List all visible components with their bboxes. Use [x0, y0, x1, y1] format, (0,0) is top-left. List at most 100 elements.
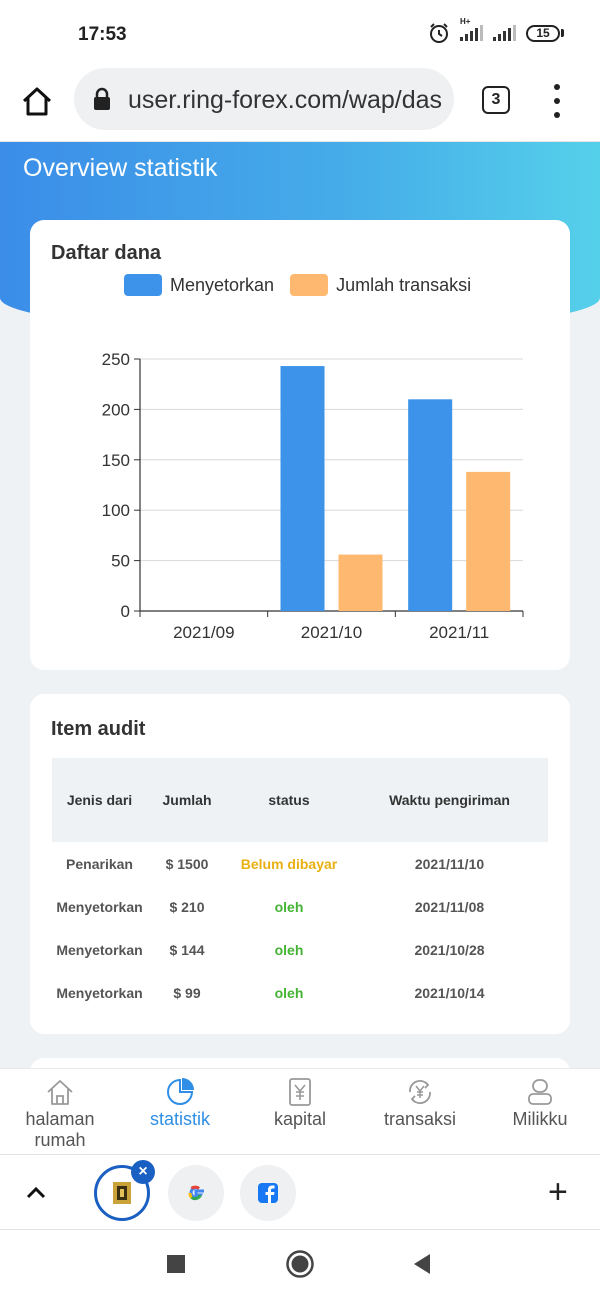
cell-status: oleh	[274, 941, 304, 958]
cell-type: Menyetorkan	[56, 941, 143, 958]
tab-ring-forex[interactable]: ×	[94, 1160, 155, 1221]
table-row[interactable]: Menyetorkan $ 99 oleh 2021/10/14	[52, 971, 548, 1014]
browser-tab-strip: × +	[0, 1154, 600, 1230]
cell-status: Belum dibayar	[240, 855, 338, 872]
y-tick-label: 0	[121, 602, 130, 621]
page-title: Overview statistik	[23, 154, 218, 182]
recents-icon[interactable]	[166, 1254, 186, 1274]
cell-type: Penarikan	[66, 855, 133, 872]
tab-facebook[interactable]	[240, 1165, 296, 1221]
legend-label-transactions: Jumlah transaksi	[336, 274, 472, 295]
bottom-navigation: halaman rumah statistik kapital transaks…	[0, 1068, 600, 1154]
bar-deposit	[408, 399, 453, 611]
alarm-icon	[430, 23, 448, 43]
system-navigation-bar	[0, 1230, 600, 1300]
header-type: Jenis dari	[66, 792, 133, 808]
cell-amount: $ 210	[169, 898, 205, 915]
fund-chart-card: Daftar dana Menyetorkan Jumlah transaksi…	[30, 220, 570, 670]
cell-status: oleh	[274, 898, 304, 915]
legend-label-deposit: Menyetorkan	[170, 274, 275, 295]
signal-icon	[493, 25, 516, 41]
legend-item-deposit[interactable]: Menyetorkan	[124, 274, 274, 296]
cell-amount: $ 99	[173, 984, 201, 1001]
bar-deposit	[280, 366, 325, 611]
browser-toolbar: user.ring-forex.com/wap/das 3	[0, 66, 600, 142]
y-tick-label: 200	[102, 400, 130, 419]
bar-transactions	[466, 471, 511, 611]
battery-icon: 15	[526, 24, 564, 42]
status-icons: H+ 15	[428, 17, 564, 44]
legend-swatch-deposit	[124, 274, 162, 296]
x-tick-label: 2021/10	[301, 623, 362, 642]
status-bar: 17:53 H+ 15	[0, 0, 600, 66]
header-amount: Jumlah	[162, 792, 212, 808]
cell-date: 2021/11/08	[414, 898, 485, 915]
nav-item-home[interactable]: halaman rumah	[10, 1069, 110, 1155]
nav-label-transactions: transaksi	[383, 1109, 457, 1129]
cell-date: 2021/10/28	[414, 941, 485, 958]
y-tick-label: 100	[102, 501, 130, 520]
tab-count: 3	[491, 91, 501, 108]
audit-card: Item audit Jenis dari Jumlah status Wakt…	[30, 694, 570, 1034]
google-g-icon	[188, 1185, 204, 1201]
cell-type: Menyetorkan	[56, 984, 143, 1001]
cell-date: 2021/10/14	[414, 984, 485, 1001]
battery-level: 15	[536, 26, 550, 40]
bar-transactions	[338, 554, 383, 611]
cell-amount: $ 1500	[165, 855, 209, 872]
x-tick-label: 2021/09	[173, 623, 234, 642]
chevron-up-icon[interactable]	[24, 1181, 48, 1205]
cell-status: oleh	[274, 984, 304, 1001]
more-menu-icon[interactable]	[549, 84, 565, 118]
home-outline-icon	[47, 1080, 73, 1105]
status-time: 17:53	[78, 24, 127, 45]
back-icon[interactable]	[412, 1253, 432, 1275]
nav-item-capital[interactable]: kapital	[250, 1069, 350, 1155]
yen-exchange-icon	[409, 1080, 431, 1104]
close-tab-icon[interactable]: ×	[131, 1160, 155, 1184]
x-tick-label: 2021/11	[429, 623, 489, 642]
table-row[interactable]: Menyetorkan $ 144 oleh 2021/10/28	[52, 928, 548, 971]
address-bar[interactable]: user.ring-forex.com/wap/das	[74, 68, 454, 130]
nav-label-home: halaman rumah	[25, 1109, 95, 1150]
tab-switcher-button[interactable]: 3	[482, 86, 510, 114]
cell-type: Menyetorkan	[56, 898, 143, 915]
nav-label-mine: Milikku	[512, 1109, 568, 1129]
nav-label-capital: kapital	[273, 1109, 327, 1129]
fund-card-title: Daftar dana	[51, 242, 162, 264]
facebook-f-icon	[258, 1183, 278, 1203]
tab-google[interactable]	[168, 1165, 224, 1221]
mobile-signal-icon: H+	[460, 17, 483, 41]
y-tick-label: 50	[111, 552, 130, 571]
nav-item-statistics[interactable]: statistik	[130, 1069, 230, 1155]
chart-legend: Menyetorkan Jumlah transaksi	[124, 274, 487, 296]
nav-item-mine[interactable]: Milikku	[490, 1069, 590, 1155]
network-type: H+	[460, 17, 471, 26]
nav-item-transactions[interactable]: transaksi	[370, 1069, 470, 1155]
y-tick-label: 250	[102, 350, 130, 369]
cell-date: 2021/11/10	[414, 855, 485, 872]
header-date: Waktu pengiriman	[389, 792, 510, 808]
nav-label-statistics: statistik	[149, 1109, 210, 1129]
yen-document-icon	[289, 1078, 311, 1106]
home-circle-icon[interactable]	[285, 1249, 315, 1279]
site-favicon-icon	[113, 1182, 131, 1204]
table-row[interactable]: Menyetorkan $ 210 oleh 2021/11/08	[52, 885, 548, 928]
table-row[interactable]: Penarikan $ 1500 Belum dibayar 2021/11/1…	[52, 842, 548, 885]
audit-card-title: Item audit	[51, 718, 146, 740]
cell-amount: $ 144	[169, 941, 205, 958]
legend-swatch-transactions	[290, 274, 329, 296]
header-status: status	[268, 792, 310, 808]
y-tick-label: 150	[102, 451, 130, 470]
lock-icon	[94, 87, 110, 110]
audit-header-row: Jenis dari Jumlah status Waktu pengirima…	[52, 758, 548, 842]
user-icon	[528, 1079, 552, 1105]
audit-table: Jenis dari Jumlah status Waktu pengirima…	[52, 758, 548, 1014]
url-text: user.ring-forex.com/wap/das	[128, 86, 443, 114]
home-icon[interactable]	[20, 84, 54, 118]
bar-chart: 0 50 100 150 200 250 2021/09 2021/10 2021/11	[102, 350, 524, 642]
legend-item-transactions[interactable]: Jumlah transaksi	[290, 274, 471, 296]
pie-chart-icon	[167, 1078, 194, 1105]
new-tab-button[interactable]: +	[548, 1173, 568, 1211]
